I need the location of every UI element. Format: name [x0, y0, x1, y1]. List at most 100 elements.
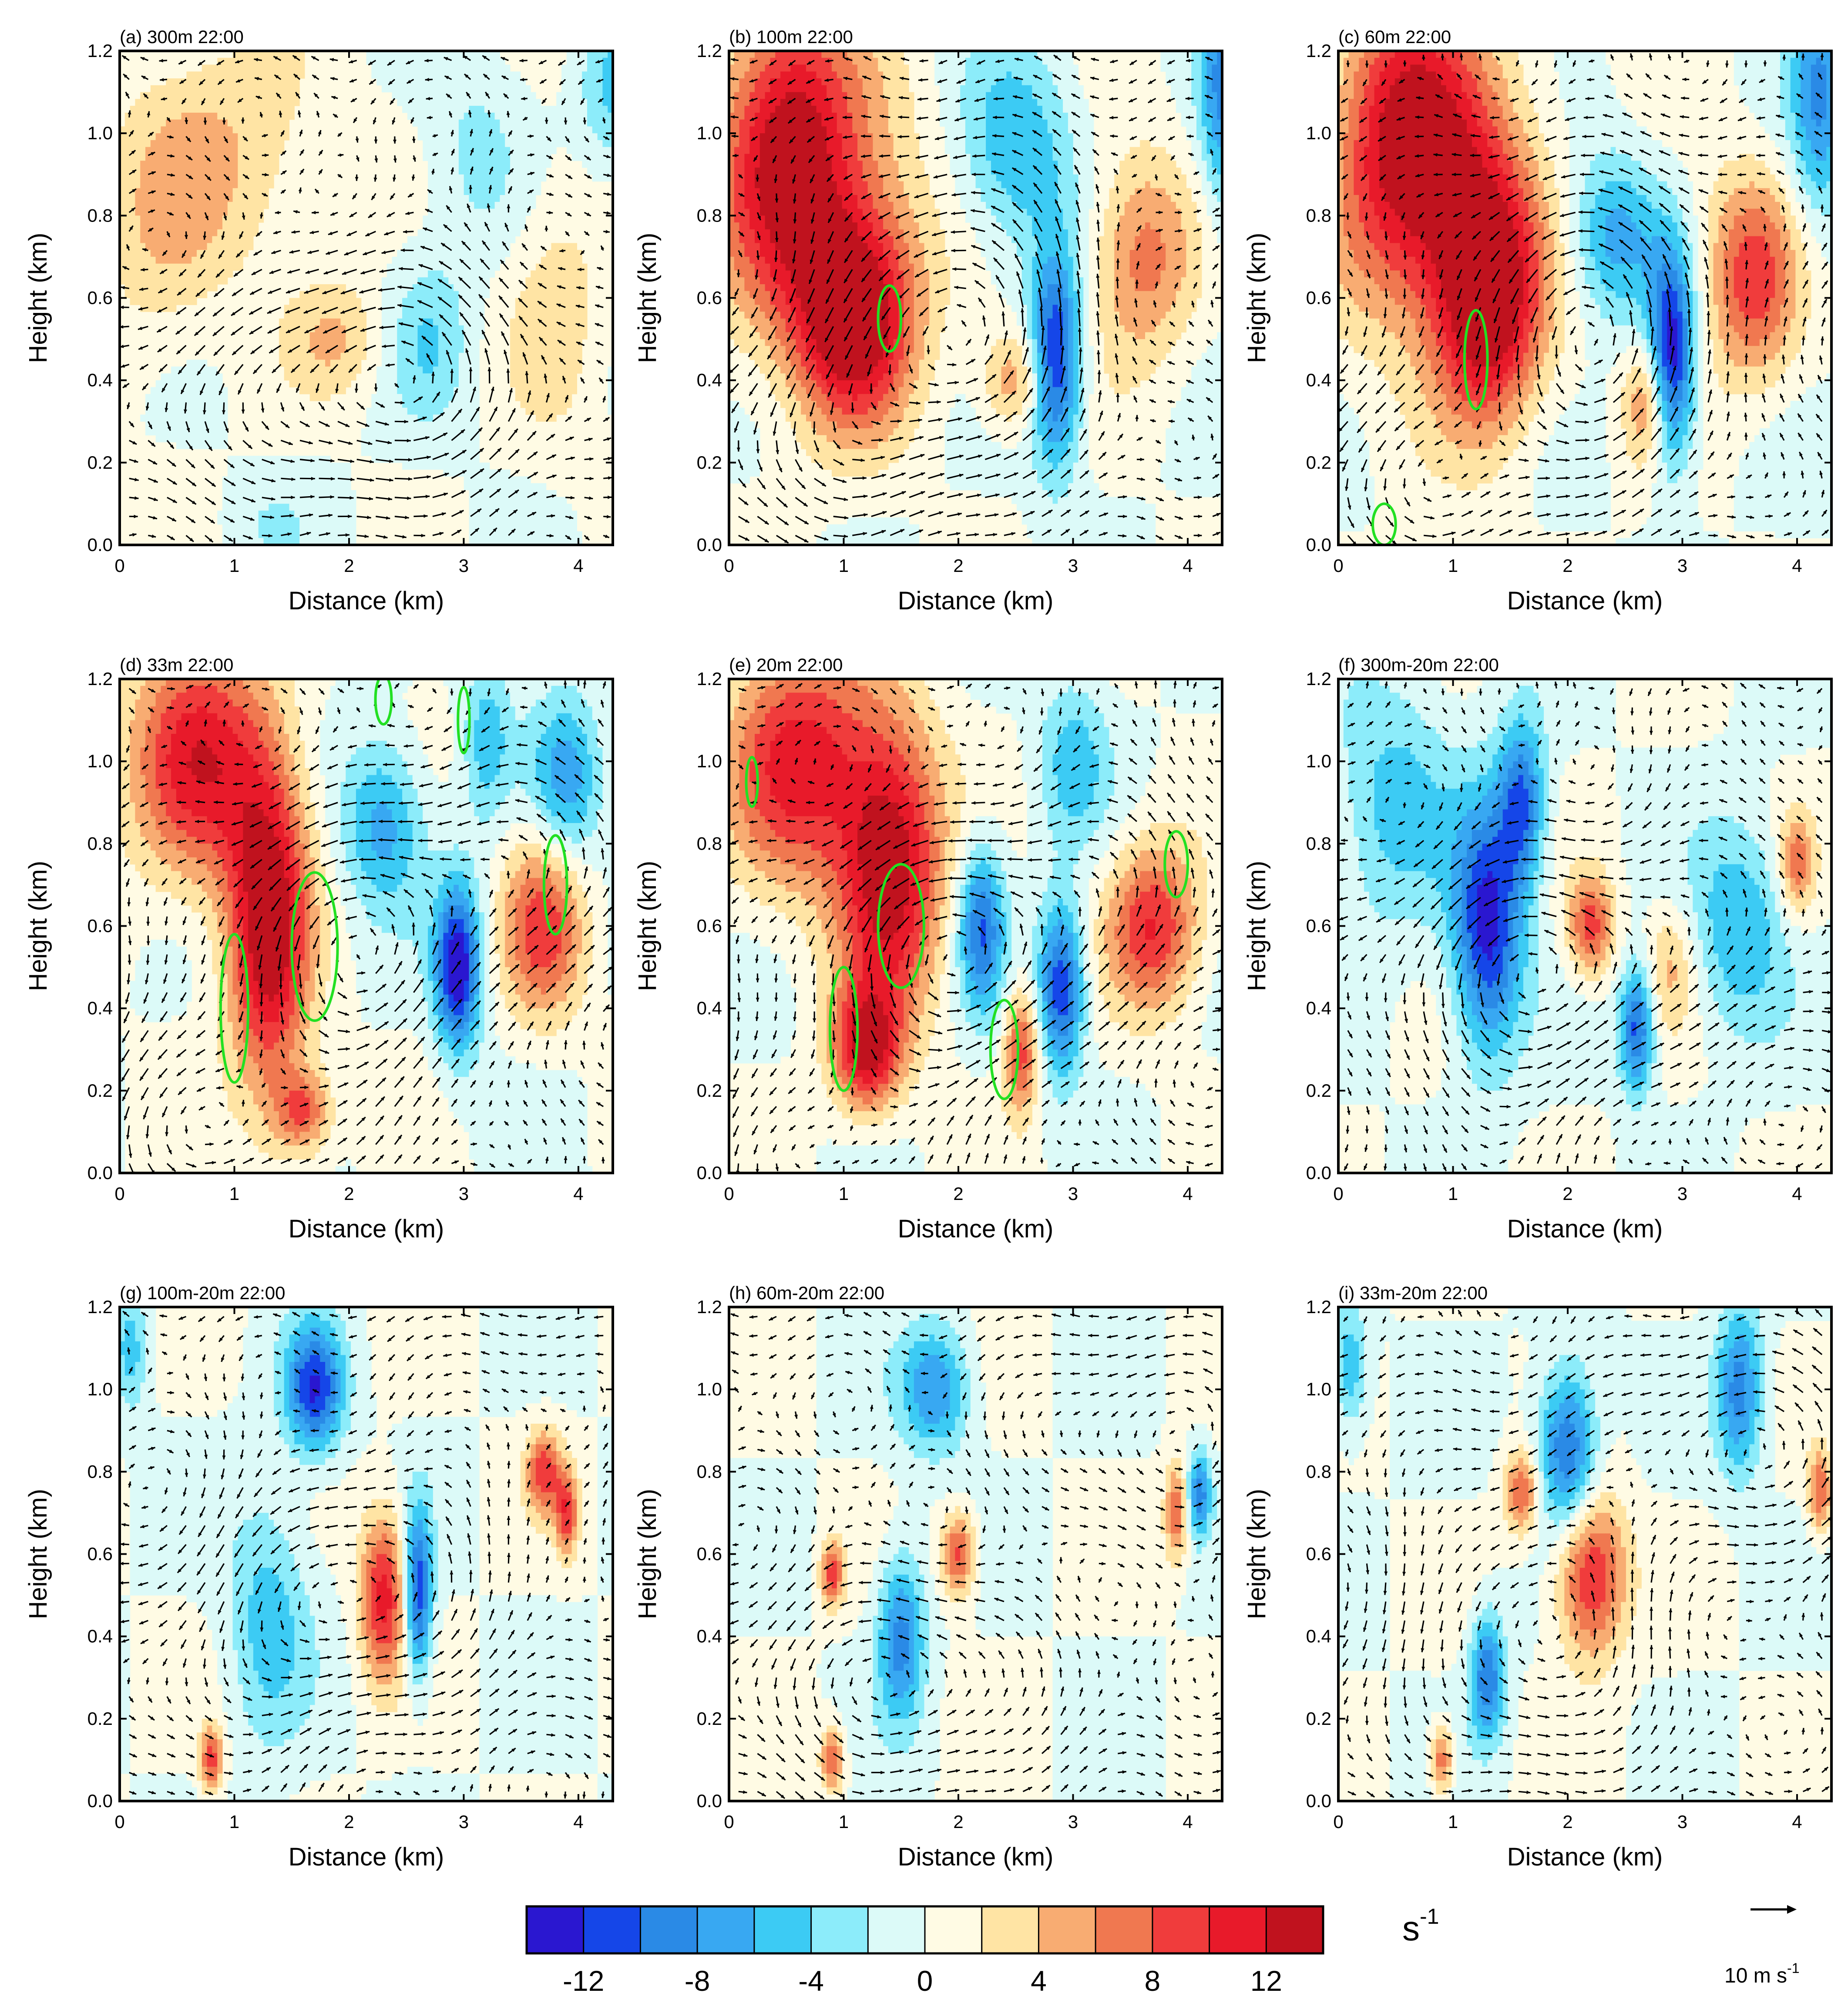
field-cell: [176, 435, 182, 443]
field-cell: [320, 318, 326, 326]
field-cell: [150, 270, 156, 278]
field-cell: [299, 483, 305, 491]
field-cell: [443, 270, 449, 278]
field-cell: [597, 112, 603, 120]
field-cell: [551, 256, 557, 264]
field-cell: [397, 421, 403, 429]
field-cell: [197, 99, 202, 106]
field-cell: [561, 140, 567, 148]
wind-vector-head: [538, 319, 542, 323]
wind-vector-head: [349, 368, 353, 373]
field-cell: [407, 373, 413, 381]
field-cell: [279, 483, 285, 491]
field-cell: [243, 140, 249, 148]
wind-vector-head: [467, 204, 470, 208]
field-cell: [238, 112, 243, 120]
field-cell: [489, 99, 495, 106]
field-cell: [371, 421, 377, 429]
field-cell: [397, 332, 403, 339]
field-cell: [448, 85, 454, 93]
wind-vector-head: [544, 225, 548, 230]
wind-vector-head: [348, 441, 353, 445]
field-cell: [325, 366, 331, 374]
field-cell: [171, 366, 177, 374]
field-cell: [299, 353, 305, 360]
field-cell: [202, 181, 208, 188]
field-cell: [140, 168, 146, 175]
field-cell: [438, 229, 444, 237]
field-cell: [571, 99, 577, 106]
wind-vector-head: [400, 249, 405, 252]
field-cell: [212, 366, 218, 374]
field-cell: [166, 161, 171, 168]
wind-vector-head: [417, 282, 422, 286]
field-cell: [346, 373, 351, 381]
field-cell: [412, 64, 418, 72]
field-cell: [571, 298, 577, 305]
field-cell: [269, 490, 274, 497]
field-cell: [304, 504, 310, 511]
field-cell: [145, 188, 151, 195]
field-cell: [227, 256, 233, 264]
field-cell: [407, 346, 413, 353]
field-cell: [531, 312, 536, 319]
field-cell: [520, 195, 526, 202]
field-cell: [120, 270, 125, 278]
field-cell: [274, 497, 279, 504]
wind-vector-head: [436, 392, 440, 396]
field-cell: [458, 208, 464, 216]
field-cell: [571, 531, 577, 538]
field-cell: [150, 229, 156, 237]
wind-vector-head: [166, 232, 170, 237]
field-cell: [248, 229, 254, 237]
field-cell: [325, 394, 331, 401]
field-cell: [454, 380, 459, 388]
wind-vector-head: [511, 529, 515, 533]
wind-vector-head: [141, 268, 145, 272]
field-cell: [489, 85, 495, 93]
wind-vector-head: [225, 196, 229, 200]
field-cell: [140, 133, 146, 141]
field-cell: [269, 161, 274, 168]
field-cell: [212, 161, 218, 168]
field-cell: [120, 256, 125, 264]
field-cell: [135, 126, 141, 134]
field-cell: [284, 456, 290, 463]
field-cell: [474, 442, 480, 449]
field-cell: [561, 133, 567, 141]
field-cell: [566, 92, 572, 99]
wind-vector-head: [181, 390, 185, 394]
field-cell: [458, 195, 464, 202]
field-cell: [458, 168, 464, 175]
field-cell: [500, 538, 505, 545]
field-cell: [536, 305, 541, 312]
wind-vector-head: [170, 154, 175, 158]
wind-vector-head: [291, 230, 296, 234]
field-cell: [484, 469, 490, 477]
wind-vector-head: [596, 286, 600, 289]
field-cell: [392, 85, 397, 93]
field-cell: [299, 339, 305, 346]
field-cell: [551, 524, 557, 532]
field-cell: [561, 298, 567, 305]
field-cell: [376, 442, 382, 449]
field-cell: [484, 462, 490, 470]
field-cell: [207, 99, 212, 106]
field-cell: [423, 147, 428, 155]
field-cell: [587, 78, 593, 86]
field-cell: [120, 168, 125, 175]
field-cell: [325, 339, 331, 346]
field-cell: [402, 449, 408, 456]
field-cell: [274, 119, 279, 127]
field-cell: [531, 147, 536, 155]
field-cell: [181, 414, 187, 422]
field-cell: [474, 318, 480, 326]
field-cell: [515, 174, 521, 182]
field-cell: [155, 168, 161, 175]
field-cell: [556, 531, 562, 538]
field-cell: [520, 305, 526, 312]
field-cell: [217, 407, 223, 415]
field-cell: [443, 57, 449, 65]
field-cell: [484, 154, 490, 161]
field-cell: [587, 119, 593, 127]
